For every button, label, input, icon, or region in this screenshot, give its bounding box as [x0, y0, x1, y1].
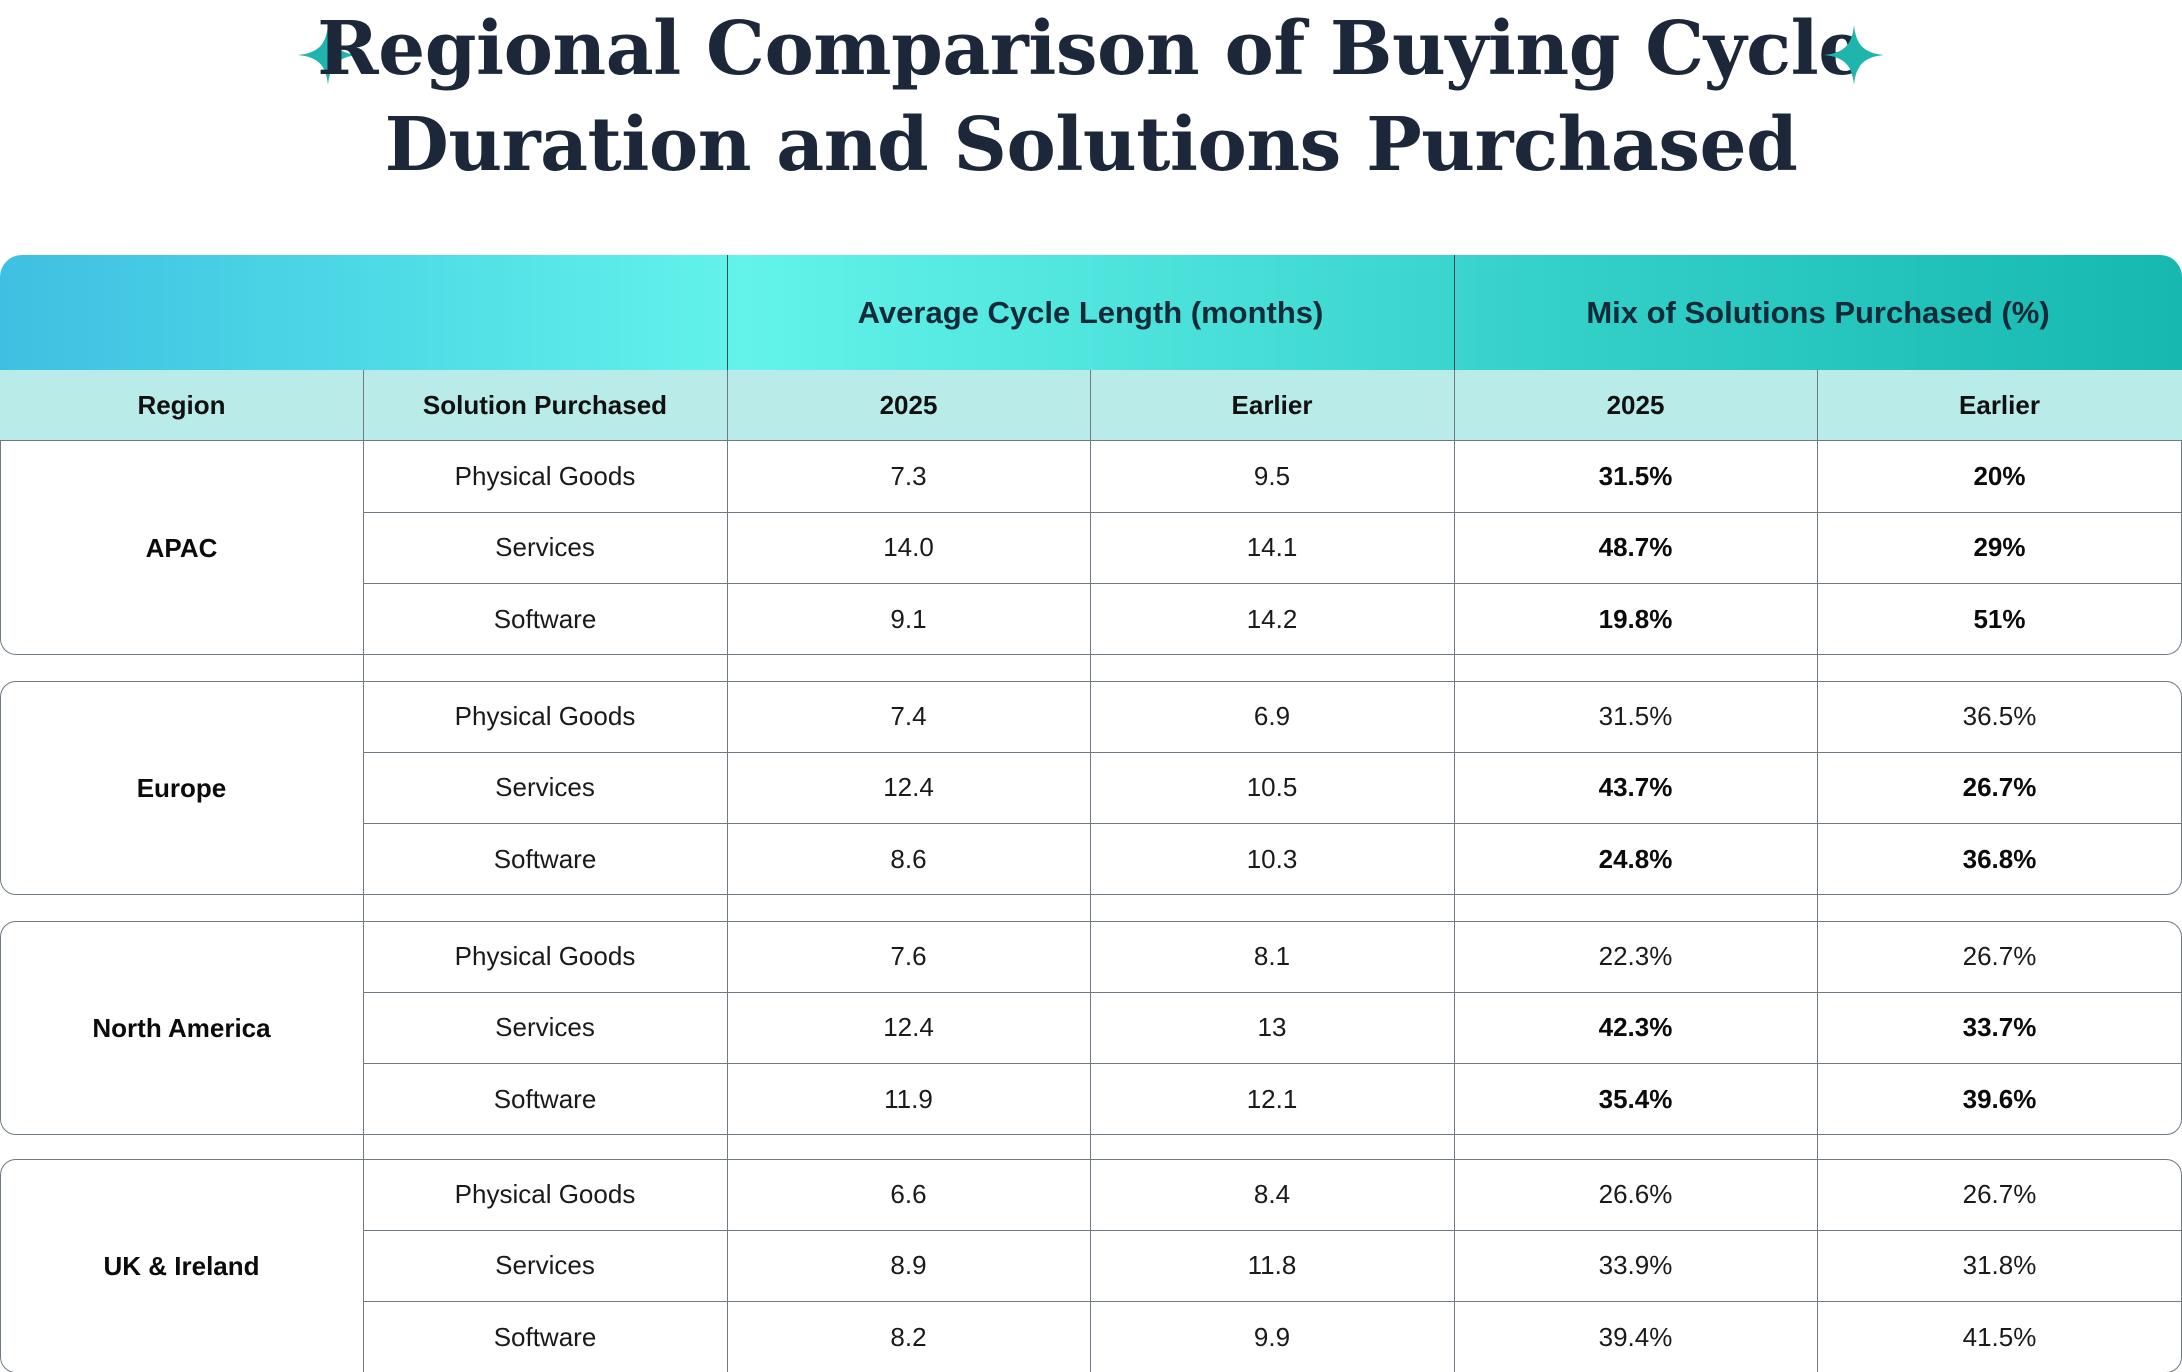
column-header-mix-earlier: Earlier	[1959, 390, 2040, 420]
cycle-earlier-cell: 9.9	[1253, 1322, 1291, 1352]
title-area: Regional Comparison of Buying Cycle Dura…	[0, 0, 2182, 230]
column-header-solution: Solution Purchased	[422, 390, 668, 420]
mix-2025-cell: 48.7%	[1598, 532, 1673, 562]
cycle-earlier-cell: 6.9	[1253, 701, 1291, 731]
cycle-2025-cell: 7.3	[890, 461, 927, 491]
cycle-2025-cell: 8.2	[890, 1322, 927, 1352]
cycle-earlier-cell: 11.8	[1247, 1250, 1297, 1280]
mix-earlier-cell: 20%	[1973, 461, 2026, 491]
cycle-2025-cell: 14.0	[883, 532, 934, 562]
cycle-earlier-cell: 13	[1257, 1012, 1287, 1042]
column-divider	[363, 370, 364, 1372]
column-header-region: Region	[137, 390, 226, 420]
mix-2025-cell: 39.4%	[1598, 1322, 1673, 1352]
solution-cell: Physical Goods	[454, 1179, 636, 1209]
mix-2025-cell: 33.9%	[1598, 1250, 1673, 1280]
cycle-2025-cell: 9.1	[890, 604, 927, 634]
row-divider	[363, 1063, 2182, 1064]
mix-earlier-cell: 26.7%	[1962, 1179, 2037, 1209]
mix-earlier-cell: 29%	[1973, 532, 2026, 562]
column-divider	[1454, 370, 1455, 1372]
cycle-earlier-cell: 12.1	[1246, 1084, 1298, 1114]
column-divider	[727, 255, 728, 370]
group-header-solution-mix: Mix of Solutions Purchased (%)	[1586, 295, 2050, 330]
page-title-line-2: Duration and Solutions Purchased	[384, 102, 1798, 188]
mix-2025-cell: 31.5%	[1598, 701, 1673, 731]
group-header-cycle-length: Average Cycle Length (months)	[857, 295, 1324, 330]
mix-2025-cell: 35.4%	[1598, 1084, 1673, 1114]
solution-cell: Services	[495, 1250, 595, 1280]
mix-2025-cell: 42.3%	[1598, 1012, 1673, 1042]
cycle-2025-cell: 11.9	[884, 1084, 933, 1114]
cycle-2025-cell: 8.9	[890, 1250, 927, 1280]
cycle-2025-cell: 12.4	[883, 772, 934, 802]
cycle-2025-cell: 7.4	[890, 701, 927, 731]
column-header-cycle-2025: 2025	[879, 390, 938, 420]
cycle-earlier-cell: 8.1	[1253, 941, 1291, 971]
column-header-mix-2025: 2025	[1606, 390, 1665, 420]
row-divider	[363, 992, 2182, 993]
solution-cell: Services	[495, 532, 595, 562]
cycle-earlier-cell: 9.5	[1253, 461, 1291, 491]
cycle-2025-cell: 8.6	[890, 844, 927, 874]
mix-earlier-cell: 33.7%	[1962, 1012, 2037, 1042]
mix-2025-cell: 26.6%	[1598, 1179, 1673, 1209]
row-divider	[363, 583, 2182, 584]
mix-2025-cell: 22.3%	[1598, 941, 1673, 971]
comparison-table: Average Cycle Length (months) Mix of Sol…	[0, 255, 2182, 1372]
mix-2025-cell: 43.7%	[1598, 772, 1673, 802]
solution-cell: Software	[493, 1084, 597, 1114]
solution-cell: Software	[493, 1322, 597, 1352]
mix-earlier-cell: 31.8%	[1962, 1250, 2037, 1280]
mix-earlier-cell: 36.8%	[1962, 844, 2037, 874]
solution-cell: Physical Goods	[454, 701, 636, 731]
sparkle-icon	[1824, 25, 1884, 85]
mix-earlier-cell: 51%	[1973, 604, 2026, 634]
region-label: APAC	[145, 533, 218, 563]
sparkle-icon	[298, 25, 358, 85]
row-divider	[363, 823, 2182, 824]
mix-2025-cell: 19.8%	[1598, 604, 1673, 634]
solution-cell: Services	[495, 1012, 595, 1042]
solution-cell: Physical Goods	[454, 461, 636, 491]
column-divider	[1454, 255, 1455, 370]
solution-cell: Software	[493, 604, 597, 634]
row-divider	[363, 512, 2182, 513]
solution-cell: Services	[495, 772, 595, 802]
column-header-cycle-earlier: Earlier	[1231, 390, 1313, 420]
column-divider	[727, 370, 728, 1372]
table-group-header	[0, 255, 2182, 370]
page-title-line-1: Regional Comparison of Buying Cycle	[317, 6, 1865, 92]
mix-earlier-cell: 26.7%	[1962, 772, 2037, 802]
cycle-earlier-cell: 10.3	[1246, 844, 1298, 874]
mix-2025-cell: 31.5%	[1598, 461, 1673, 491]
cycle-2025-cell: 6.6	[890, 1179, 927, 1209]
mix-earlier-cell: 39.6%	[1962, 1084, 2037, 1114]
row-divider	[363, 752, 2182, 753]
cycle-earlier-cell: 8.4	[1253, 1179, 1291, 1209]
column-divider	[1090, 370, 1091, 1372]
mix-2025-cell: 24.8%	[1598, 844, 1673, 874]
mix-earlier-cell: 26.7%	[1962, 941, 2037, 971]
column-divider	[1817, 370, 1818, 1372]
region-label: UK & Ireland	[103, 1251, 260, 1281]
cycle-earlier-cell: 10.5	[1246, 772, 1298, 802]
mix-earlier-cell: 41.5%	[1962, 1322, 2037, 1352]
row-divider	[363, 1301, 2182, 1302]
solution-cell: Physical Goods	[454, 941, 636, 971]
mix-earlier-cell: 36.5%	[1962, 701, 2037, 731]
cycle-2025-cell: 12.4	[883, 1012, 934, 1042]
cycle-earlier-cell: 14.1	[1246, 532, 1298, 562]
region-label: Europe	[136, 773, 227, 803]
solution-cell: Software	[493, 844, 597, 874]
row-divider	[363, 1230, 2182, 1231]
cycle-2025-cell: 7.6	[890, 941, 927, 971]
cycle-earlier-cell: 14.2	[1246, 604, 1298, 634]
region-label: North America	[92, 1013, 271, 1043]
